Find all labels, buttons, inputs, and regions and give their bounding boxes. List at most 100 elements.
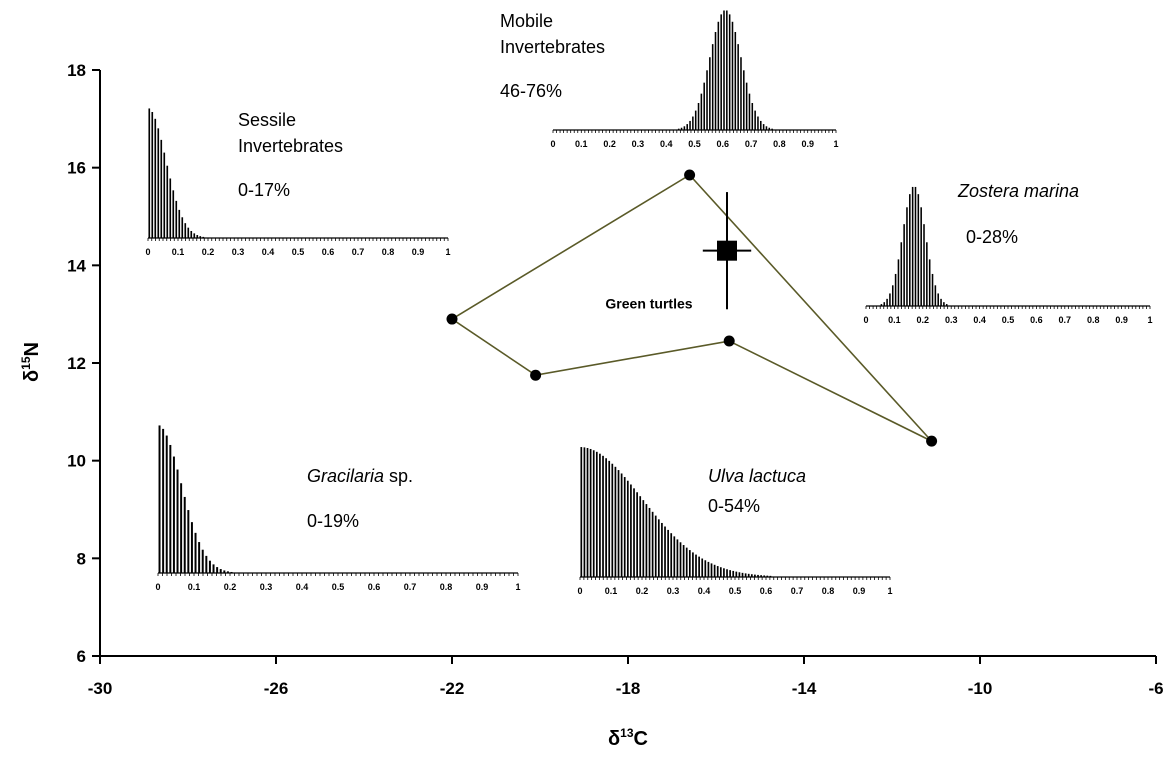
inset-tick-label: 0.6 — [322, 247, 335, 257]
inset-bar — [906, 207, 908, 306]
consumer-point — [717, 240, 737, 261]
inset-bar — [894, 273, 897, 306]
inset-bar — [605, 458, 607, 577]
inset-bar — [737, 44, 739, 130]
inset-bar — [750, 574, 753, 577]
inset-bar — [226, 571, 229, 573]
inset-tick-label: 1 — [1147, 315, 1152, 325]
inset-bar — [909, 194, 911, 306]
inset-bar — [611, 463, 614, 577]
inset-bar — [176, 469, 179, 573]
inset-bar — [657, 519, 660, 577]
inset-bar — [194, 532, 197, 573]
inset-bar — [595, 451, 598, 577]
inset-bar — [630, 484, 632, 577]
inset-tick-label: 0.3 — [260, 582, 273, 592]
inset-tick-label: 0 — [863, 315, 868, 325]
inset-mobile: 0 0.1 0.2 0.3 0.4 0.5 0.6 0.7 0.8 0.9 1 Mobile Inver… — [500, 10, 839, 149]
inset-tick-label: 0.3 — [632, 139, 645, 149]
inset-bar — [614, 466, 617, 577]
inset-tick-label: 1 — [515, 582, 520, 592]
inset-bar — [165, 435, 168, 573]
y-tick-label: 18 — [67, 61, 86, 80]
inset-label: Gracilaria sp. — [307, 466, 413, 486]
inset-bar — [172, 190, 175, 238]
y-tick-label: 16 — [67, 159, 86, 178]
inset-bar — [602, 455, 604, 577]
inset-bar — [704, 560, 707, 577]
inset-bar — [934, 285, 937, 306]
inset-bar — [694, 110, 697, 130]
inset-bar — [717, 21, 720, 130]
inset-bar — [711, 44, 714, 130]
inset-tick-label: 0.8 — [822, 586, 835, 596]
inset-bar — [720, 14, 722, 130]
inset-bar — [202, 236, 205, 238]
inset-bar — [880, 304, 883, 306]
inset-bar — [754, 110, 756, 130]
inset-bar — [664, 526, 666, 577]
inset-tick-label: 0.8 — [440, 582, 453, 592]
inset-bar — [686, 124, 688, 130]
inset-range: 0-54% — [708, 496, 760, 516]
inset-bar — [199, 236, 202, 238]
source-point — [684, 169, 696, 181]
inset-bar — [716, 566, 719, 577]
inset-tick-label: 0.5 — [332, 582, 345, 592]
inset-bar — [723, 568, 725, 577]
inset-tick-label: 0.2 — [224, 582, 237, 592]
inset-bar — [677, 128, 680, 130]
inset-bar — [713, 564, 716, 577]
consumer-label: Green turtles — [605, 296, 692, 312]
inset-tick-label: 0.9 — [853, 586, 866, 596]
inset-bar — [928, 259, 931, 306]
inset-bar — [897, 259, 900, 306]
inset-bar — [945, 304, 948, 306]
inset-tick-label: 0.4 — [973, 315, 986, 325]
inset-tick-label: 0.6 — [1030, 315, 1043, 325]
y-tick-label: 8 — [77, 549, 86, 568]
y-tick-label: 12 — [67, 354, 86, 373]
inset-tick-label: 0.5 — [1002, 315, 1015, 325]
inset-ulva: 0 0.1 0.2 0.3 0.4 0.5 0.6 0.7 0.8 0.9 1 Ulva lactuc… — [577, 447, 893, 596]
inset-bar — [917, 194, 920, 306]
inset-bar — [760, 120, 762, 130]
inset-bar — [709, 57, 711, 130]
inset-bar — [744, 573, 747, 577]
inset-bar — [180, 483, 183, 573]
inset-bar — [201, 549, 204, 573]
x-axis-title: δ13C — [608, 726, 648, 750]
inset-tick-label: 0.5 — [688, 139, 701, 149]
inset-bar — [648, 507, 651, 577]
inset-bar — [178, 209, 181, 238]
inset-range: 0-17% — [238, 180, 290, 200]
inset-label: Ulva lactuca — [708, 466, 806, 486]
inset-bar — [734, 31, 737, 130]
inset-tick-label: 0.8 — [382, 247, 395, 257]
inset-bar — [757, 116, 759, 130]
inset-tick-label: 0.3 — [945, 315, 958, 325]
inset-bar — [680, 127, 683, 130]
inset-bar — [651, 511, 654, 577]
inset-bar — [187, 227, 190, 238]
inset-tick-label: 0 — [550, 139, 555, 149]
inset-bar — [586, 448, 589, 577]
inset-bar — [642, 500, 645, 577]
inset-bar — [911, 186, 914, 306]
inset-bar — [673, 536, 676, 577]
inset-label: Zostera marina — [957, 181, 1079, 201]
inset-tick-label: 0.7 — [404, 582, 417, 592]
y-tick-label: 6 — [77, 647, 86, 666]
inset-tick-label: 0.7 — [1059, 315, 1072, 325]
inset-tick-label: 0 — [155, 582, 160, 592]
inset-bar — [760, 575, 762, 577]
inset-bar — [883, 302, 886, 306]
inset-bar — [169, 178, 172, 238]
inset-bar — [735, 571, 738, 577]
inset-bar — [914, 186, 917, 306]
x-tick-label: -14 — [792, 679, 817, 698]
inset-tick-label: 0.9 — [1115, 315, 1128, 325]
inset-bar — [184, 223, 187, 238]
